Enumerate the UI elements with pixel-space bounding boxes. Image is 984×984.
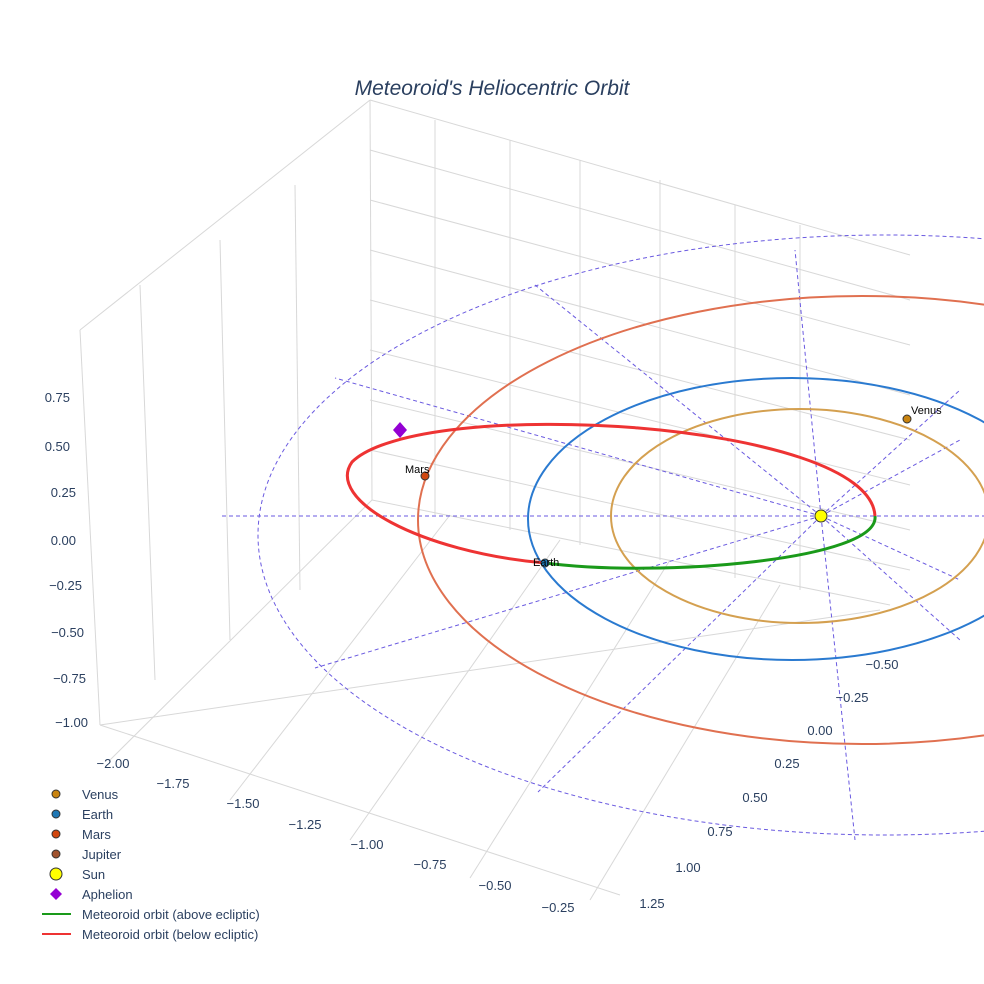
x-tick: −1.25	[289, 817, 322, 832]
legend-item[interactable]: Meteoroid orbit (above ecliptic)	[82, 907, 260, 922]
legend-item[interactable]: Meteoroid orbit (below ecliptic)	[82, 927, 258, 942]
y-axis-ticks: −0.50 −0.25 0.00 0.25 0.50 0.75 1.00 1.2…	[639, 657, 898, 911]
mars-label: Mars	[405, 464, 430, 476]
z-tick: 0.50	[45, 439, 70, 454]
z-tick: 0.75	[45, 390, 70, 405]
z-tick: −0.25	[49, 578, 82, 593]
y-tick: −0.25	[836, 690, 869, 705]
x-tick: −1.75	[157, 776, 190, 791]
legend-item[interactable]: Earth	[82, 807, 113, 822]
y-tick: 0.25	[774, 756, 799, 771]
x-tick: −1.50	[227, 796, 260, 811]
x-tick: −1.00	[351, 837, 384, 852]
y-tick: 0.75	[707, 824, 732, 839]
sun-marker[interactable]	[814, 509, 828, 523]
meteoroid-orbit-below	[345, 422, 877, 565]
legend: Venus Earth Mars Jupiter Sun Aphelion Me…	[42, 787, 260, 942]
legend-earth-icon	[51, 809, 61, 819]
x-axis-ticks: −2.00 −1.75 −1.50 −1.25 −1.00 −0.75 −0.5…	[97, 756, 575, 915]
x-tick: −0.50	[479, 878, 512, 893]
x-tick: −2.00	[97, 756, 130, 771]
z-tick: −1.00	[55, 715, 88, 730]
chart-title: Meteoroid's Heliocentric Orbit	[355, 77, 631, 100]
x-tick: −0.25	[542, 900, 575, 915]
z-axis-ticks: 0.75 0.50 0.25 0.00 −0.25 −0.50 −0.75 −1…	[45, 390, 88, 730]
y-tick: 0.50	[742, 790, 767, 805]
venus-orbit	[610, 408, 984, 624]
legend-item[interactable]: Mars	[82, 827, 111, 842]
z-tick: −0.75	[53, 671, 86, 686]
z-tick: 0.25	[51, 485, 76, 500]
jupiter-orbit	[220, 234, 984, 841]
venus-label: Venus	[911, 405, 942, 417]
earth-label: Earth	[533, 557, 559, 569]
mars-orbit	[417, 295, 984, 745]
y-tick: 1.00	[675, 860, 700, 875]
grid	[79, 99, 911, 901]
meteoroid-orbit-above	[544, 515, 877, 570]
venus-marker[interactable]	[902, 414, 912, 424]
legend-mars-icon	[51, 829, 61, 839]
legend-item[interactable]: Sun	[82, 867, 105, 882]
x-tick: −0.75	[414, 857, 447, 872]
z-tick: −0.50	[51, 625, 84, 640]
legend-item[interactable]: Venus	[82, 787, 119, 802]
earth-orbit	[527, 377, 984, 661]
earth-marker[interactable]	[540, 558, 550, 568]
legend-sun-icon	[49, 867, 63, 881]
y-tick: 1.25	[639, 896, 664, 911]
aphelion-marker[interactable]	[393, 422, 407, 438]
legend-item[interactable]: Aphelion	[82, 887, 133, 902]
y-tick: −0.50	[866, 657, 899, 672]
y-tick: 0.00	[807, 723, 832, 738]
mars-marker[interactable]	[420, 471, 430, 481]
z-tick: 0.00	[51, 533, 76, 548]
legend-aphelion-icon	[50, 888, 62, 900]
legend-item[interactable]: Jupiter	[82, 847, 122, 862]
legend-venus-icon	[51, 789, 61, 799]
legend-jupiter-icon	[51, 849, 61, 859]
